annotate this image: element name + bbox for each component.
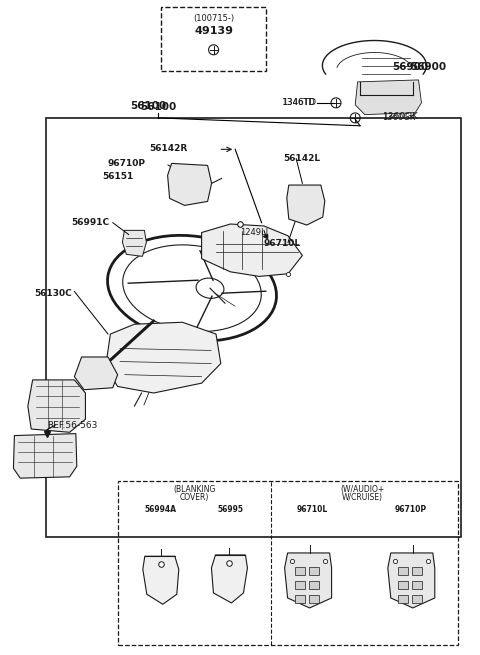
Text: 56142L: 56142L: [283, 154, 320, 163]
Text: 96710L: 96710L: [296, 505, 328, 514]
Bar: [398, 581, 408, 589]
Bar: [305, 196, 313, 202]
Text: 1249LJ: 1249LJ: [240, 228, 268, 237]
Polygon shape: [202, 224, 302, 276]
Text: 56995: 56995: [217, 505, 243, 514]
Bar: [295, 581, 305, 589]
Bar: [412, 567, 422, 575]
Polygon shape: [13, 434, 77, 478]
Text: 56151: 56151: [102, 172, 133, 181]
Text: 96710P: 96710P: [108, 159, 146, 168]
Bar: [186, 174, 192, 180]
Bar: [46, 118, 461, 537]
Text: (100715-): (100715-): [193, 14, 234, 23]
Text: 56994A: 56994A: [145, 505, 177, 514]
Polygon shape: [106, 322, 221, 393]
Text: 49139: 49139: [194, 26, 233, 37]
Text: 56900: 56900: [410, 62, 446, 72]
Bar: [295, 595, 305, 603]
Polygon shape: [74, 357, 118, 390]
Bar: [309, 567, 319, 575]
Bar: [193, 185, 201, 191]
Text: 56991C: 56991C: [71, 218, 109, 227]
Text: W/CRUISE): W/CRUISE): [342, 493, 383, 502]
Text: 1360GK: 1360GK: [382, 113, 415, 122]
Text: 56900: 56900: [392, 62, 429, 72]
Text: 56142R: 56142R: [149, 144, 187, 153]
Polygon shape: [168, 163, 212, 206]
Bar: [412, 581, 422, 589]
Bar: [309, 595, 319, 603]
Text: 56100: 56100: [140, 102, 177, 113]
Bar: [193, 174, 201, 180]
Text: 1346TD: 1346TD: [282, 98, 317, 107]
Polygon shape: [287, 185, 325, 225]
Bar: [178, 185, 185, 191]
Text: (W/AUDIO+: (W/AUDIO+: [340, 485, 384, 495]
Bar: [295, 196, 303, 202]
Text: 96710L: 96710L: [263, 239, 300, 248]
Text: REF.56-563: REF.56-563: [47, 421, 97, 430]
Text: 1360GK: 1360GK: [383, 112, 419, 121]
Text: 1346TD: 1346TD: [282, 98, 314, 107]
Bar: [305, 206, 313, 212]
Bar: [412, 595, 422, 603]
Polygon shape: [28, 380, 85, 432]
Bar: [398, 595, 408, 603]
Text: 56100: 56100: [131, 101, 167, 111]
Text: COVER): COVER): [180, 493, 209, 502]
Bar: [295, 206, 303, 212]
Polygon shape: [285, 553, 332, 608]
Bar: [186, 185, 192, 191]
Text: (BLANKING: (BLANKING: [173, 485, 216, 495]
Polygon shape: [122, 231, 146, 256]
Polygon shape: [388, 553, 435, 608]
Bar: [161, 7, 266, 71]
Bar: [295, 567, 305, 575]
Bar: [178, 174, 185, 180]
Polygon shape: [211, 555, 248, 603]
Text: 56130C: 56130C: [35, 289, 72, 298]
Bar: [118, 481, 458, 645]
Text: 96710P: 96710P: [395, 505, 426, 514]
Bar: [309, 581, 319, 589]
Polygon shape: [355, 80, 421, 115]
Polygon shape: [143, 556, 179, 605]
Bar: [398, 567, 408, 575]
